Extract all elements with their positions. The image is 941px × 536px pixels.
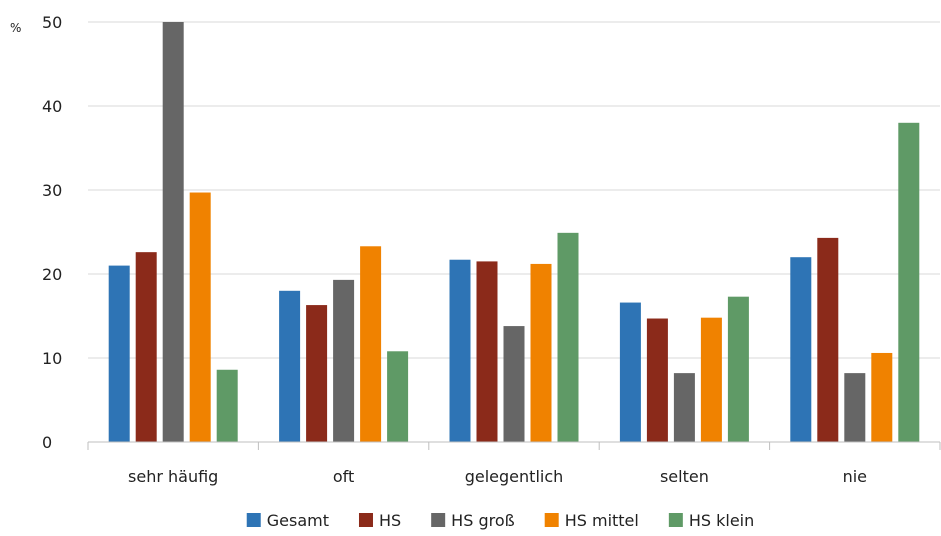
y-tick-label: 50 [42, 13, 62, 32]
bar [189, 192, 211, 442]
legend-item: HS groß [431, 511, 515, 530]
y-tick-label: 40 [42, 97, 62, 116]
y-tick-label: 0 [42, 433, 52, 452]
y-tick-label: 30 [42, 181, 62, 200]
legend-item: HS mittel [544, 511, 639, 530]
legend-item: HS klein [668, 511, 754, 530]
bar [646, 318, 668, 442]
legend-swatch [431, 513, 446, 527]
bar [871, 352, 893, 442]
bar [727, 296, 749, 442]
y-tick-label: 20 [42, 265, 62, 284]
legend-swatch [544, 513, 559, 527]
bar [898, 122, 920, 443]
bar [333, 279, 355, 442]
legend-label: Gesamt [267, 511, 329, 530]
bar [817, 237, 839, 442]
bar [844, 373, 866, 442]
x-category-label: oft [333, 467, 354, 486]
bars [108, 22, 920, 443]
bar [360, 246, 382, 442]
bar [476, 261, 498, 442]
bar [306, 305, 328, 442]
legend-label: HS groß [451, 511, 515, 530]
bar [279, 290, 301, 442]
bar [673, 373, 695, 442]
y-tick-label: 10 [42, 349, 62, 368]
bar [619, 302, 641, 442]
legend-swatch [246, 513, 261, 527]
bar [700, 317, 722, 442]
bar [557, 232, 579, 442]
x-category-label: selten [660, 467, 709, 486]
legend-swatch [668, 513, 683, 527]
bar [790, 257, 812, 442]
bar [387, 351, 409, 442]
bar [162, 22, 184, 442]
y-axis-unit-label: % [10, 21, 21, 35]
legend-label: HS klein [689, 511, 754, 530]
bar [135, 252, 157, 442]
bar [503, 326, 525, 442]
x-category-label: sehr häufig [128, 467, 218, 486]
legend: Gesamt HS HS groß HS mittel HS klein [246, 511, 754, 530]
bar [449, 259, 471, 442]
x-axis-category-labels: sehr häufig oft gelegentlich selten nie [87, 442, 941, 486]
gridlines [88, 21, 940, 359]
bar [530, 263, 552, 442]
legend-item: HS [358, 511, 401, 530]
bar [216, 369, 238, 442]
y-axis-tick-labels: 0 10 20 30 40 50 [42, 13, 62, 452]
legend-item: Gesamt [246, 511, 329, 530]
legend-label: HS [379, 511, 401, 530]
x-category-label: gelegentlich [465, 467, 564, 486]
bar [108, 265, 130, 442]
legend-swatch [358, 513, 373, 527]
legend-label: HS mittel [565, 511, 639, 530]
x-category-label: nie [843, 467, 867, 486]
